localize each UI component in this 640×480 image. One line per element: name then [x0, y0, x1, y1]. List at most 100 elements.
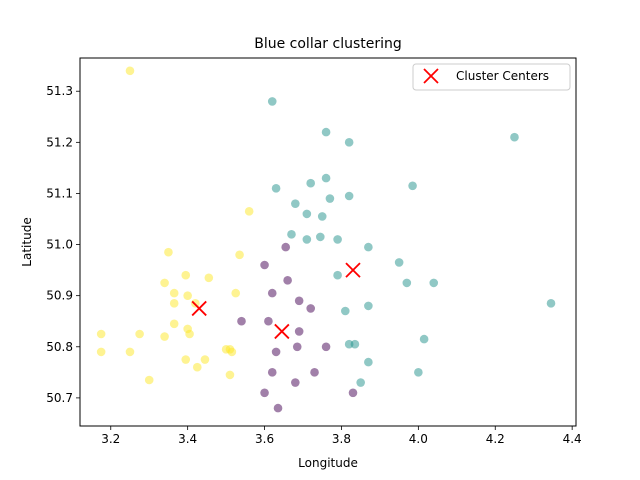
data-point-cluster-2 — [227, 347, 237, 357]
data-point-cluster-0 — [283, 276, 292, 285]
data-point-cluster-1 — [302, 235, 312, 244]
data-point-cluster-0 — [273, 403, 283, 413]
data-point-cluster-1 — [350, 339, 360, 349]
data-point-cluster-0 — [264, 316, 273, 326]
x-axis: 3.2 3.4 3.6 3.8 4.0 4.2 4.4 — [101, 426, 582, 446]
cluster-center-marker — [274, 323, 290, 340]
data-point-cluster-1 — [321, 173, 331, 183]
data-point-cluster-1 — [316, 232, 325, 242]
centers-layer — [191, 262, 361, 340]
data-point-cluster-0 — [306, 304, 316, 313]
data-point-cluster-2 — [160, 332, 169, 341]
data-point-cluster-1 — [364, 301, 373, 311]
data-point-cluster-1 — [267, 97, 277, 106]
x-tick-label: 3.2 — [101, 432, 120, 446]
y-tick-label: 50.9 — [46, 289, 73, 303]
data-point-cluster-0 — [260, 388, 269, 398]
data-point-cluster-1 — [291, 199, 300, 208]
data-point-cluster-2 — [244, 207, 254, 216]
data-point-cluster-2 — [125, 347, 135, 357]
y-tick-label: 51.0 — [46, 238, 73, 252]
data-point-cluster-1 — [402, 278, 412, 288]
data-point-cluster-2 — [125, 66, 135, 76]
data-point-cluster-2 — [183, 291, 192, 300]
data-point-cluster-0 — [292, 342, 302, 352]
data-point-cluster-0 — [267, 288, 277, 298]
y-tick-label: 51.2 — [46, 135, 73, 149]
data-point-cluster-2 — [225, 370, 235, 380]
data-point-cluster-1 — [394, 258, 404, 267]
data-point-cluster-1 — [333, 270, 342, 280]
y-axis-label: Latitude — [20, 217, 34, 266]
data-point-cluster-0 — [294, 327, 304, 336]
data-point-cluster-1 — [414, 368, 423, 377]
data-point-cluster-0 — [271, 347, 281, 357]
data-point-cluster-2 — [169, 288, 179, 298]
data-point-cluster-1 — [344, 138, 354, 147]
legend-label-cluster-centers: Cluster Centers — [456, 69, 549, 83]
data-point-cluster-2 — [96, 347, 106, 357]
data-point-cluster-0 — [260, 260, 269, 270]
x-tick-label: 3.4 — [178, 432, 197, 446]
data-point-cluster-2 — [160, 278, 169, 288]
data-point-cluster-1 — [271, 184, 281, 193]
data-point-cluster-2 — [169, 299, 179, 308]
x-tick-label: 4.0 — [409, 432, 428, 446]
x-tick-label: 3.8 — [332, 432, 351, 446]
data-point-cluster-2 — [231, 288, 241, 298]
data-point-cluster-2 — [181, 355, 191, 364]
data-point-cluster-2 — [204, 273, 214, 283]
data-point-cluster-1 — [306, 178, 316, 188]
data-point-cluster-1 — [317, 212, 327, 221]
data-point-cluster-2 — [169, 319, 179, 329]
legend-box — [412, 63, 571, 91]
data-point-cluster-1 — [333, 235, 342, 244]
x-tick-label: 4.4 — [563, 432, 582, 446]
data-point-cluster-1 — [510, 132, 519, 142]
data-point-cluster-1 — [429, 278, 439, 288]
cluster-center-marker — [191, 300, 207, 317]
data-point-cluster-2 — [144, 375, 154, 385]
x-tick-label: 3.6 — [255, 432, 274, 446]
data-point-cluster-2 — [185, 329, 194, 339]
data-point-cluster-2 — [164, 247, 173, 257]
data-point-cluster-0 — [294, 296, 304, 306]
data-point-cluster-1 — [321, 127, 331, 137]
data-point-cluster-2 — [200, 355, 210, 364]
y-axis: 50.7 50.8 50.9 51.0 51.1 51.2 51.3 — [46, 84, 80, 405]
data-point-cluster-1 — [344, 191, 354, 201]
data-point-cluster-1 — [325, 194, 335, 203]
cluster-center-marker — [345, 262, 361, 278]
data-point-cluster-2 — [192, 362, 202, 372]
data-point-cluster-0 — [310, 368, 319, 377]
data-point-cluster-2 — [135, 329, 144, 339]
legend: Cluster Centers — [412, 63, 571, 91]
data-point-cluster-1 — [419, 334, 429, 344]
data-point-cluster-0 — [321, 342, 331, 352]
y-tick-label: 50.8 — [46, 340, 73, 354]
data-point-cluster-1 — [546, 299, 556, 308]
data-point-cluster-0 — [291, 378, 300, 387]
legend-marker-x-icon — [423, 68, 439, 84]
data-point-cluster-1 — [287, 230, 296, 239]
data-point-cluster-0 — [267, 368, 277, 377]
x-tick-label: 4.2 — [486, 432, 505, 446]
y-tick-label: 51.1 — [46, 186, 73, 200]
x-axis-label: Longitude — [298, 456, 358, 470]
data-point-cluster-1 — [364, 357, 373, 367]
data-point-cluster-1 — [302, 209, 312, 219]
y-tick-label: 51.3 — [46, 84, 73, 98]
data-point-cluster-2 — [181, 270, 191, 280]
data-point-cluster-0 — [237, 316, 246, 326]
chart-title: Blue collar clustering — [254, 36, 402, 52]
data-point-cluster-1 — [356, 378, 365, 387]
data-point-cluster-0 — [281, 242, 291, 252]
data-point-cluster-0 — [348, 388, 358, 398]
data-point-cluster-2 — [235, 250, 244, 260]
data-point-cluster-1 — [364, 242, 373, 252]
data-point-cluster-2 — [96, 329, 106, 339]
data-point-cluster-1 — [341, 306, 350, 316]
y-tick-label: 50.7 — [46, 391, 73, 405]
plot-frame — [79, 57, 577, 427]
